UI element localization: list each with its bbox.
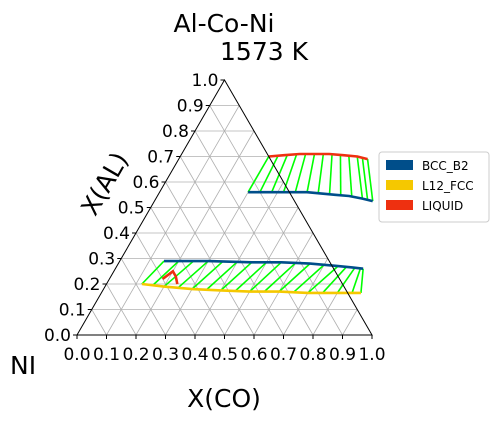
bottom-axis-ticks: 0.0 0.1 0.2 0.3 0.4 0.5 0.6 0.7 0.8 0.9 1.0: [63, 335, 386, 365]
bottom-tick-label: 0.5: [211, 345, 238, 365]
tie-line: [247, 156, 270, 193]
phase-boundary-l12-fcc: [141, 282, 361, 295]
phase-boundary-bcc-b2: [248, 190, 374, 203]
bottom-tick-label: 0.7: [270, 345, 297, 365]
grid-line: [135, 232, 196, 336]
tie-line: [360, 268, 364, 293]
tie-line: [270, 154, 289, 193]
tie-line: [141, 260, 165, 285]
left-tick-label: 0.0: [44, 326, 71, 346]
left-tick-label: 0.9: [177, 97, 204, 117]
tie-line: [356, 156, 364, 199]
legend-label: BCC_B2: [422, 159, 469, 173]
tie-line: [152, 260, 180, 286]
chart-title: Al-Co-Ni: [174, 9, 275, 38]
grid-line: [165, 181, 255, 336]
left-tick-label: 0.2: [73, 275, 100, 295]
tie-line: [292, 264, 325, 294]
tie-line: [249, 261, 282, 293]
tie-line: [177, 260, 209, 289]
bottom-tick-label: 0.1: [93, 345, 120, 365]
grid-line: [150, 207, 225, 336]
tie-line: [163, 260, 195, 288]
tie-line: [366, 158, 374, 202]
tie-line: [234, 261, 268, 292]
bottom-tick-label: 0.3: [152, 345, 179, 365]
left-tick-label: 0.5: [118, 199, 145, 219]
tie-line: [348, 155, 353, 197]
grid-line: [179, 156, 284, 336]
legend-label: L12_FCC: [422, 179, 474, 193]
tie-line: [278, 263, 311, 293]
left-tick-label: 0.8: [162, 122, 189, 142]
tie-line: [361, 157, 369, 200]
grid-line: [91, 309, 107, 336]
left-tick-label: 0.1: [59, 301, 86, 321]
tie-lines: [141, 153, 374, 294]
phase-boundaries: [141, 152, 374, 295]
tie-line: [191, 260, 224, 290]
tie-line: [317, 153, 325, 194]
grid-line: [283, 258, 329, 336]
legend-label: LIQUID: [422, 199, 463, 213]
grid-line: [120, 258, 166, 336]
grid-lines: [91, 105, 358, 336]
grid-line: [342, 309, 358, 336]
tie-line: [307, 265, 339, 294]
left-tick-label: 0.6: [132, 173, 159, 193]
grid-line: [224, 207, 299, 336]
tie-line: [294, 153, 307, 193]
phase-boundary-bcc-b2: [164, 259, 364, 270]
tie-line: [220, 261, 253, 291]
grid-line: [106, 283, 137, 336]
tie-line: [321, 266, 348, 294]
left-tick-label: 1.0: [191, 71, 218, 91]
tie-line: [263, 262, 297, 293]
legend-swatch: [386, 200, 413, 210]
grid-line: [106, 105, 240, 336]
grid-line: [209, 105, 343, 336]
tie-line: [336, 267, 356, 294]
bottom-tick-label: 0.9: [329, 345, 356, 365]
chart-subtitle: 1573 K: [220, 37, 309, 66]
legend-swatch: [386, 180, 413, 190]
bottom-axis-label: X(CO): [187, 384, 261, 413]
phase-boundary-liquid: [268, 152, 368, 161]
legend-swatch: [386, 160, 413, 170]
bottom-tick-label: 0.0: [63, 345, 90, 365]
left-tick-label: 0.4: [103, 224, 130, 244]
left-tick-label: 0.3: [88, 250, 115, 270]
bottom-tick-label: 0.6: [240, 345, 267, 365]
bottom-tick-label: 1.0: [358, 345, 385, 365]
bottom-tick-label: 0.2: [122, 345, 149, 365]
tie-line: [306, 153, 316, 193]
tie-line: [259, 155, 279, 193]
left-tick-label: 0.7: [147, 148, 174, 168]
corner-label: NI: [10, 351, 36, 380]
tie-line: [351, 267, 362, 294]
grid-line: [194, 130, 314, 336]
tie-line: [328, 154, 333, 195]
legend: BCC_B2 L12_FCC LIQUID: [378, 151, 490, 223]
phase-boundary-liquid: [161, 269, 179, 285]
bottom-tick-label: 0.8: [299, 345, 326, 365]
tie-line: [205, 261, 238, 291]
left-axis-ticks: 0.0 0.1 0.2 0.3 0.4 0.5 0.6 0.7 0.8 0.9 1.0: [44, 71, 225, 346]
bottom-tick-label: 0.4: [181, 345, 208, 365]
